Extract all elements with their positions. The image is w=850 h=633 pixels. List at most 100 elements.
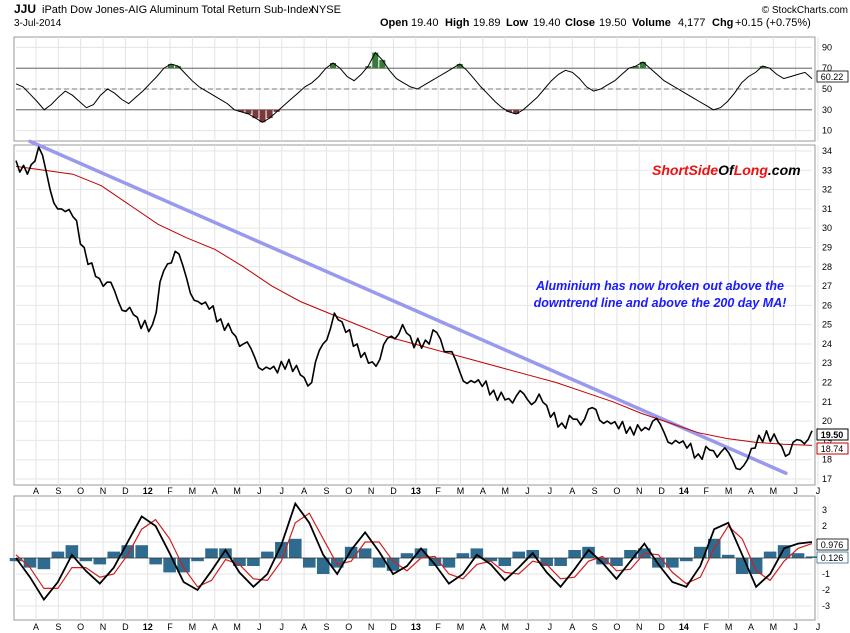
x-tick-label: D — [658, 622, 665, 632]
rsi-panel-frame — [13, 36, 816, 142]
price-tick-label: 17 — [822, 474, 832, 484]
x-tick-label: D — [122, 486, 129, 496]
x-tick-label: O — [613, 622, 620, 632]
macd-histogram-bar — [330, 558, 344, 568]
rsi-oversold-fill — [513, 109, 520, 114]
macd-histogram-bar — [749, 558, 763, 574]
rsi-oversold-fill — [506, 109, 513, 112]
macd-tick-label: -3 — [822, 601, 830, 611]
x-tick-label: A — [569, 486, 575, 496]
x-tick-label: A — [33, 486, 39, 496]
x-tick-label: 14 — [679, 622, 689, 632]
macd-histogram-bar — [93, 558, 107, 565]
rsi-overbought-fill — [372, 52, 379, 69]
macd-histogram-bar — [400, 553, 414, 558]
instrument-name: iPath Dow Jones-AIG Aluminum Total Retur… — [42, 4, 314, 16]
macd-histogram-bar — [554, 558, 567, 566]
x-tick-label: 14 — [679, 486, 689, 496]
ma-last-badge: 18.74 — [816, 442, 849, 455]
rsi-overbought-fill — [175, 66, 182, 69]
macd-histogram-bar — [582, 546, 595, 558]
x-tick-label: J — [548, 486, 553, 496]
macd-histogram-bar — [428, 558, 442, 566]
macd-histogram-bar — [261, 551, 274, 558]
macd-histogram-bar — [247, 558, 260, 566]
chart-date: 3-Jul-2014 — [14, 18, 62, 29]
x-tick-label: F — [167, 486, 173, 496]
x-tick-label: J — [793, 486, 798, 496]
x-tick-label: S — [55, 622, 61, 632]
volume-label: Volume — [632, 17, 671, 29]
price-tick-label: 23 — [822, 358, 832, 368]
macd-histogram-bar — [51, 551, 65, 558]
macd-histogram-bar — [79, 558, 93, 562]
macd-hist-badge: 0.126 — [816, 551, 849, 564]
macd-histogram-bar — [205, 548, 218, 558]
rsi-last-badge: 60.22 — [816, 70, 849, 83]
macd-histogram-bar — [107, 551, 121, 558]
x-tick-label: J — [816, 622, 821, 632]
macd-histogram-bar — [9, 558, 23, 562]
x-tick-label: O — [77, 622, 84, 632]
macd-histogram-bar — [680, 558, 693, 562]
x-tick-label: A — [33, 622, 39, 632]
macd-histogram-bar — [456, 553, 470, 558]
x-tick-label: J — [548, 622, 553, 632]
close-value: 19.50 — [599, 17, 627, 29]
exchange-label: NYSE — [311, 4, 341, 16]
macd-histogram-bar — [512, 551, 526, 558]
rsi-line — [15, 51, 813, 123]
rsi-overbought-fill — [167, 64, 174, 69]
x-tick-label: 12 — [143, 622, 153, 632]
x-tick-label: J — [525, 622, 530, 632]
macd-histogram-bar — [805, 556, 819, 558]
rsi-overbought-fill — [632, 66, 639, 69]
rsi-oversold-fill — [245, 109, 252, 114]
x-tick-label: O — [77, 486, 84, 496]
high-value: 19.89 — [473, 17, 501, 29]
watermark-part3: Long — [734, 162, 769, 178]
macd-histogram-bar — [344, 546, 358, 558]
macd-histogram-bar — [219, 548, 232, 558]
rsi-oversold-fill — [259, 109, 266, 123]
macd-histogram-bar — [624, 550, 637, 558]
low-label: Low — [506, 17, 528, 29]
x-tick-label: A — [301, 622, 307, 632]
price-tick-label: 20 — [822, 416, 832, 426]
high-label: High — [445, 17, 470, 29]
macd-histogram-bar — [135, 545, 148, 558]
rsi-tick-label: 90 — [822, 42, 832, 52]
x-tick-label: F — [704, 622, 710, 632]
x-tick-label: M — [457, 622, 465, 632]
ma-200-line — [15, 165, 813, 446]
price-line — [15, 146, 813, 471]
price-tick-label: 27 — [822, 281, 832, 291]
x-tick-label: M — [189, 622, 197, 632]
x-tick-label: A — [480, 486, 486, 496]
grid-lines — [16, 37, 819, 620]
macd-tick-label: 2 — [822, 521, 827, 531]
chg-value: +0.15 (+0.75%) — [735, 17, 811, 29]
macd-last-value: 0.976 — [821, 540, 844, 550]
rsi-oversold-fill — [252, 109, 259, 119]
macd-histogram-bar — [442, 558, 456, 568]
macd-histogram-bar — [372, 558, 386, 568]
x-tick-label: O — [345, 486, 352, 496]
rsi-tick-label: 70 — [822, 63, 832, 73]
price-tick-label: 25 — [822, 320, 832, 330]
x-tick-label: A — [748, 486, 754, 496]
watermark-part2: Of — [718, 162, 735, 178]
macd-histogram-bar — [763, 551, 777, 558]
x-tick-label: S — [592, 622, 598, 632]
x-tick-label: D — [122, 622, 129, 632]
rsi-tick-label: 50 — [822, 84, 832, 94]
macd-histogram-bar — [498, 558, 512, 566]
open-label: Open — [380, 17, 408, 29]
brand-credit: © StockCharts.com — [762, 5, 848, 16]
rsi-tick-label: 30 — [822, 105, 832, 115]
macd-histogram-bar — [568, 550, 581, 558]
x-tick-label: F — [167, 622, 173, 632]
price-last-value: 19.50 — [821, 430, 844, 440]
macd-tick-label: 3 — [822, 505, 827, 515]
macd-histogram-bar — [470, 548, 484, 558]
